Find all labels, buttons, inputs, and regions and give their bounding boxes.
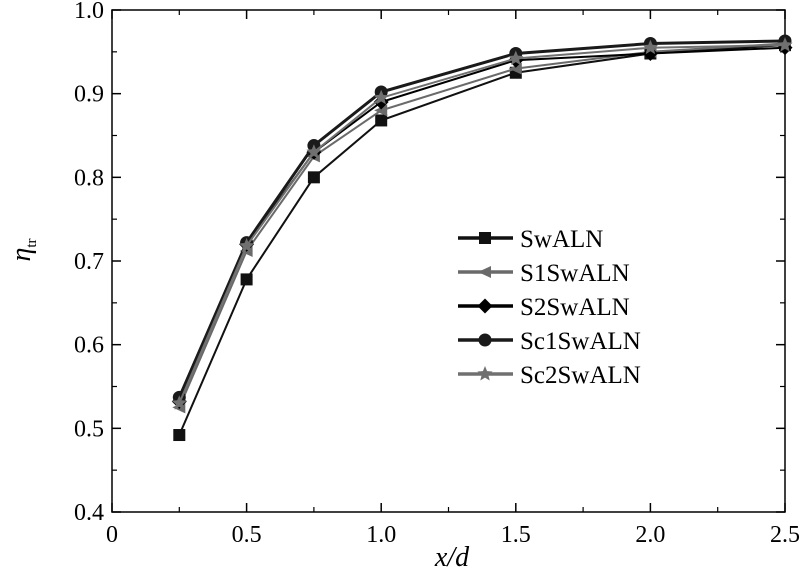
y-tick-label: 0.8: [74, 165, 104, 191]
data-point: [306, 144, 322, 159]
y-axis-title-main: η: [6, 248, 37, 262]
legend-item: S2SwALN: [458, 294, 630, 321]
legend-label: Sc2SwALN: [520, 362, 641, 389]
svg-text:ηtr: ηtr: [6, 238, 40, 261]
data-point: [307, 171, 320, 184]
series-S1SwALN: [172, 37, 791, 414]
legend-item: Sc1SwALN: [458, 328, 641, 355]
data-point: [239, 237, 255, 253]
y-axis-title: ηtr: [6, 238, 40, 261]
x-tick-label: 2.0: [635, 522, 665, 548]
data-point: [777, 37, 793, 52]
x-tick-label: 1.5: [501, 522, 531, 548]
y-tick-label: 0.5: [74, 416, 104, 442]
data-point: [375, 114, 388, 127]
series-line: [178, 44, 786, 404]
legend-marker: [477, 298, 493, 314]
legend: SwALN S1SwALN S2SwALN Sc1SwALN Sc2SwALN: [458, 226, 641, 389]
x-tick-label: 2.5: [770, 522, 800, 548]
legend-item: SwALN: [458, 226, 603, 253]
x-tick-label: 0.5: [232, 522, 262, 548]
series-Sc2SwALN: [171, 37, 793, 410]
legend-item: Sc2SwALN: [458, 362, 641, 389]
data-point: [171, 395, 187, 410]
legend-label: Sc1SwALN: [520, 328, 641, 355]
x-tick-label: 0: [106, 522, 118, 548]
y-tick-label: 0.9: [74, 82, 104, 108]
data-point: [508, 62, 522, 75]
x-axis-title: x/d: [434, 542, 470, 573]
series-line: [178, 46, 786, 402]
legend-label: S1SwALN: [520, 260, 630, 287]
legend-marker: [478, 266, 491, 278]
data-point: [508, 50, 524, 65]
legend-marker: [477, 366, 493, 381]
series-layer: [171, 34, 793, 442]
data-point: [374, 104, 388, 117]
data-point: [642, 46, 658, 62]
y-tick-label: 1.0: [74, 0, 104, 24]
plot-frame: [111, 9, 786, 513]
y-tick-label: 0.6: [74, 333, 104, 359]
legend-marker: [479, 232, 491, 244]
y-tick-label: 0.4: [74, 500, 104, 526]
legend-marker: [478, 333, 492, 347]
legend-item: S1SwALN: [458, 260, 630, 287]
data-point: [240, 273, 253, 286]
x-tick-label: 1.0: [366, 522, 396, 548]
data-point: [173, 429, 186, 442]
axes: 0 0.5 1.0 1.5 2.0 2.5 0.4 0.5 0.6 0.7 0.8 0.9 1.0: [74, 0, 800, 548]
legend-label: SwALN: [520, 226, 603, 253]
y-tick-label: 0.7: [74, 249, 104, 275]
legend-label: S2SwALN: [520, 294, 630, 321]
data-point: [373, 89, 389, 105]
series-line: [178, 42, 786, 408]
data-point: [642, 39, 658, 55]
y-axis-title-subscript: tr: [24, 238, 40, 247]
